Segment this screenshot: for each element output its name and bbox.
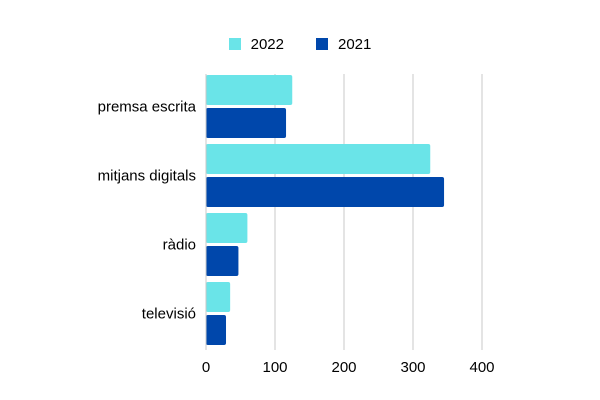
bar-2021-premsa-escrita [206,108,287,138]
legend-item-2022: 2022 [228,35,284,53]
legend-swatch-2022 [228,38,241,50]
chart-legend: 2022 2021 [0,33,600,55]
category-label-mitjans-digitals: mitjans digitals [98,168,196,185]
bar-2021-mitjans-digitals [206,177,445,207]
x-tick-label-100: 100 [262,359,287,376]
bar-2022-televisio [206,282,231,312]
category-label-televisio: televisió [142,306,196,323]
x-tick-label-400: 400 [469,359,494,376]
bar-2022-radio [206,213,248,243]
bar-2021-televisio [206,315,227,345]
x-tick-label-0: 0 [202,359,210,376]
category-label-radio: ràdio [163,237,196,254]
x-tick-label-300: 300 [400,359,425,376]
category-label-premsa-escrita: premsa escrita [98,99,197,116]
bar-2022-mitjans-digitals [206,144,431,174]
legend-swatch-2021 [316,38,328,50]
bar-2022-premsa-escrita [206,75,293,105]
x-tick-label-200: 200 [331,359,356,376]
legend-label-2021: 2021 [338,35,372,53]
legend-item-2021: 2021 [316,36,371,53]
bar-2021-radio [206,246,239,276]
legend-label-2022: 2022 [250,35,284,53]
